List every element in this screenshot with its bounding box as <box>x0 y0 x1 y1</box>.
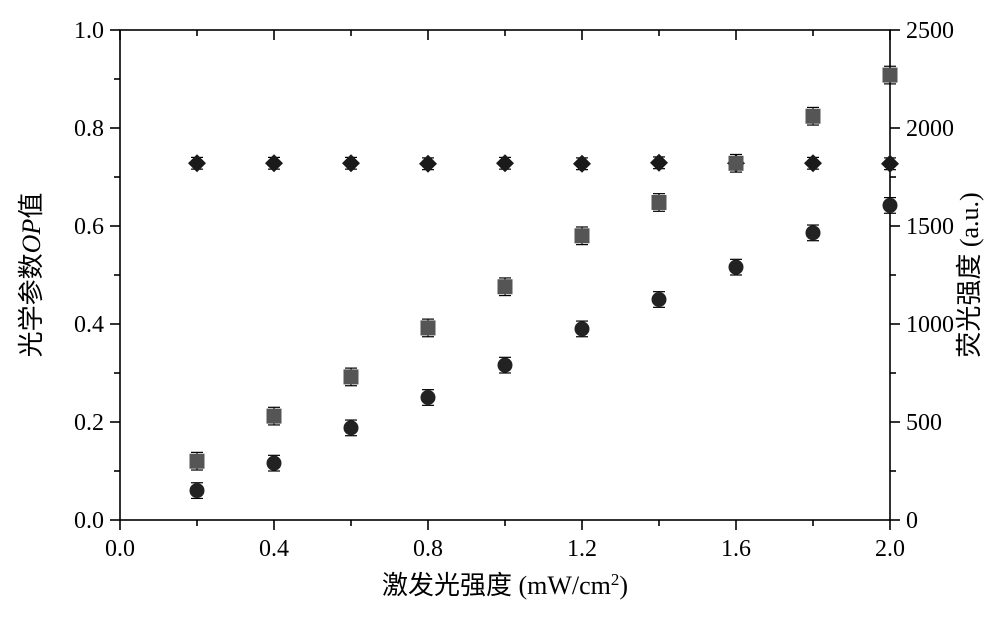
yr-tick-label: 1500 <box>906 214 954 240</box>
x-tick-label: 0.4 <box>259 536 289 562</box>
marker-circle <box>190 483 205 498</box>
marker-diamond <box>496 154 514 172</box>
plot-frame <box>120 30 890 520</box>
x-tick-label: 1.6 <box>721 536 751 562</box>
marker-square <box>421 320 436 335</box>
marker-square <box>883 68 898 83</box>
marker-circle <box>267 456 282 471</box>
marker-square <box>806 109 821 124</box>
yl-tick-label: 0.8 <box>74 116 104 142</box>
marker-circle <box>575 321 590 336</box>
yr-tick-label: 1000 <box>906 312 954 338</box>
marker-square <box>729 156 744 171</box>
y-right-axis-label: 荧光强度 (a.u.) <box>955 192 984 357</box>
marker-diamond <box>881 155 899 173</box>
marker-square <box>190 454 205 469</box>
marker-square <box>267 409 282 424</box>
marker-diamond <box>265 154 283 172</box>
x-tick-label: 1.2 <box>567 536 597 562</box>
yr-tick-label: 0 <box>906 508 918 534</box>
marker-circle <box>421 390 436 405</box>
chart-svg: 0.0 0.4 0.8 1.2 1.6 2.0 0.0 0.2 0.4 0.6 0.8 1.0 0 500… <box>0 0 1000 618</box>
yr-tick-label: 2500 <box>906 18 954 44</box>
yl-tick-label: 1.0 <box>74 18 104 44</box>
marker-circle <box>344 420 359 435</box>
marker-diamond <box>419 155 437 173</box>
y-left-axis-label: 光学参数OP值 <box>17 193 46 358</box>
marker-diamond <box>342 154 360 172</box>
x-tick-label: 2.0 <box>875 536 905 562</box>
chart-container: 0.0 0.4 0.8 1.2 1.6 2.0 0.0 0.2 0.4 0.6 0.8 1.0 0 500… <box>0 0 1000 618</box>
yr-tick-label: 500 <box>906 410 942 436</box>
marker-square <box>498 279 513 294</box>
x-tick-label: 0.8 <box>413 536 443 562</box>
marker-diamond <box>188 154 206 172</box>
marker-circle <box>806 225 821 240</box>
yl-tick-label: 0.0 <box>74 508 104 534</box>
marker-circle <box>498 358 513 373</box>
x-tick-label: 0.0 <box>105 536 135 562</box>
marker-circle <box>729 260 744 275</box>
marker-square <box>652 195 667 210</box>
marker-diamond <box>573 155 591 173</box>
marker-circle <box>883 198 898 213</box>
marker-diamond <box>650 154 668 172</box>
marker-circle <box>652 292 667 307</box>
marker-square <box>575 228 590 243</box>
marker-square <box>344 369 359 384</box>
yl-tick-label: 0.4 <box>74 312 104 338</box>
marker-diamond <box>804 154 822 172</box>
x-axis-label: 激发光强度 (mW/cm2) <box>382 570 628 601</box>
yl-tick-label: 0.6 <box>74 214 104 240</box>
yl-tick-label: 0.2 <box>74 410 104 436</box>
yr-tick-label: 2000 <box>906 116 954 142</box>
